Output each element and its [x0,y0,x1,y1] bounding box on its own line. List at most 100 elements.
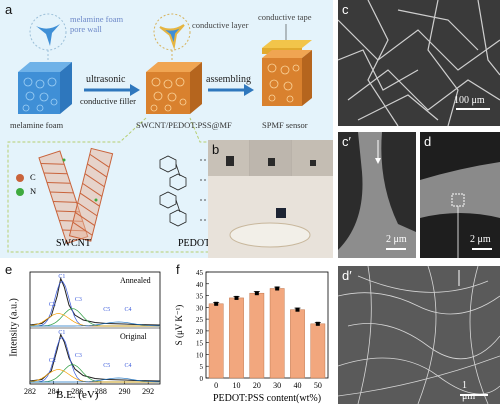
panel-b: b [208,140,333,258]
bar-xlabel: PEDOT:PSS content(wt%) [213,393,321,404]
panel-d-prime-sem: d′ 1 μm [338,266,500,404]
bar-ytick-label: 45 [196,269,204,277]
xps-ylabel: Intensity (a.u.) [8,298,20,357]
xps-xlabel: B.E. (eV) [56,389,99,401]
annealed-label: Annealed [120,276,151,285]
bar-xtick-label: 30 [273,381,281,390]
panel-d-label: d [424,134,432,149]
bar-ytick-label: 15 [196,340,204,348]
xps-xtick-label: 292 [142,387,154,396]
assembling-label: assembling [206,74,251,85]
seebeck-bar-chart: 0 5 10 15 20 25 30 35 40 45 0 10 20 30 40 50 PEDOT:PSS c… [174,269,329,404]
xps-peak-label: C2 [49,302,56,308]
ultrasonic-label: ultrasonic [86,74,126,85]
bar-ytick-label: 10 [196,351,204,359]
composite-label: SWCNT/PEDOT:PSS@MF [136,120,232,130]
bar-ylabel: S (μV K⁻¹) [174,305,184,346]
bar-10 [229,297,244,379]
bar-50 [310,323,326,379]
bar-40 [290,309,305,379]
panel-c-scale-text: 100 μm [454,95,485,106]
feather [229,222,311,248]
panel-e: e 282 284 286 288 290 292 C1 C2 C3 C5 C4 C1 C2 C3 C5 C4… [0,262,170,404]
bar-ytick-label: 25 [196,316,204,324]
legend-n-label: N [30,186,37,196]
xps-peak-label: C2 [49,358,56,364]
bar-30 [269,288,285,379]
xps-xtick-label: 284 [48,387,60,396]
bar-xtick-label: 20 [253,381,261,390]
bar-point [214,301,219,306]
panel-d-prime-label: d′ [342,268,352,283]
bar-xtick-label: 40 [294,381,302,390]
bar-ytick-label: 30 [196,304,204,312]
carbon-atom-legend [16,174,24,182]
bar-0 [208,303,224,379]
xps-series-original [29,332,161,382]
xps-peak-label: C4 [125,363,132,369]
melamine-foam-cube [18,62,72,114]
spmf-sensor [262,40,312,106]
xps-chart: 282 284 286 288 290 292 C1 C2 C3 C5 C4 C1 C2 C3 C5 C4 [24,271,161,396]
bar-ytick-label: 0 [200,375,204,383]
xps-peak-label: C3 [75,297,82,303]
panel-c-prime-scalebar [386,248,406,250]
panel-c-scalebar [456,108,490,110]
bar-xtick-label: 0 [214,381,218,390]
bar-20 [249,292,265,379]
legend-c-label: C [30,172,36,182]
conductive-filler-label: conductive filler [80,96,136,106]
pedot-pss-label: PEDOT:PSS [178,238,230,249]
panel-c-sem: c 100 μm [338,0,500,126]
panel-f: f 0 5 10 15 20 25 30 35 40 45 0 10 20 30 40 50 PEDOT:PSS… [172,262,336,404]
xps-component-curve [29,313,160,327]
bar-point [275,286,280,291]
xps-peak-label: C5 [103,363,110,369]
panel-c-prime-scale-text: 2 μm [386,234,407,245]
panel-c-prime-sem: c′ 2 μm [338,132,416,258]
panel-c-label: c [342,2,349,17]
xps-component-curve [30,377,161,383]
conductive-layer-label: conductive layer [192,20,249,30]
panel-a: a [0,0,333,258]
bar-ytick-label: 20 [196,328,204,336]
xps-peak-label: C5 [103,307,110,313]
bar-point [254,291,259,296]
panel-d-sem: d 2 μm [420,132,500,258]
bar-ytick-label: 5 [200,363,204,371]
xps-peak-label: C4 [125,307,132,313]
panel-e-label: e [5,262,13,277]
xps-xtick-label: 286 [71,387,83,396]
panel-d-prime-scalebar [460,394,488,396]
panel-b-label: b [212,142,220,157]
swcnt-illustration [38,147,114,244]
conductive-tape-label: conductive tape [258,12,312,22]
original-label: Original [120,332,147,341]
xps-peak-label: C1 [58,330,65,336]
panel-d-prime-scale-text: 1 μm [462,380,476,402]
bar-xtick-label: 50 [314,381,322,390]
panel-d-scale-text: 2 μm [470,234,491,245]
xps-peak-label: C1 [58,274,65,280]
xps-xtick-label: 290 [119,387,131,396]
panel-d-scalebar [472,248,492,250]
swcnt-label: SWCNT [56,238,91,249]
xps-xtick-label: 288 [95,387,107,396]
bar-ytick-label: 35 [196,293,204,301]
bar-point [234,295,239,300]
spmf-sensor-label: SPMF sensor [262,120,308,130]
nitrogen-atom-legend [16,188,24,196]
panel-f-label: f [176,262,180,277]
pore-wall-label: melamine foam pore wall [70,14,124,34]
xps-xtick-label: 282 [24,387,36,396]
bar-point [315,321,320,326]
panel-c-prime-label: c′ [342,134,351,149]
panel-a-diagram [7,13,327,253]
sensor-on-feather [276,208,286,218]
bar-xtick-label: 10 [233,381,241,390]
xps-component-curve [30,321,161,327]
composite-foam-cube [146,62,202,114]
xps-peak-label: C3 [75,353,82,359]
bar-ytick-label: 40 [196,281,204,289]
melamine-foam-label: melamine foam [10,120,64,130]
